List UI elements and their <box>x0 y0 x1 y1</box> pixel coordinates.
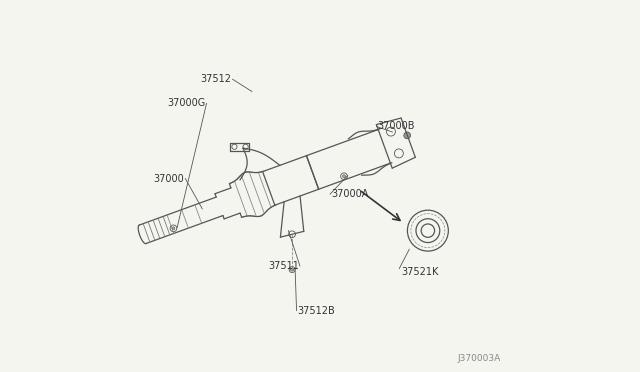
Text: 37511: 37511 <box>268 261 299 271</box>
Text: 37000A: 37000A <box>331 189 369 199</box>
Circle shape <box>172 227 175 230</box>
Circle shape <box>291 268 294 271</box>
Text: 37000G: 37000G <box>167 99 205 108</box>
Circle shape <box>342 175 346 178</box>
Text: J370003A: J370003A <box>457 354 500 363</box>
Text: 37512B: 37512B <box>298 306 335 315</box>
Circle shape <box>404 132 410 139</box>
Text: 37000: 37000 <box>154 174 184 183</box>
Text: 37512: 37512 <box>200 74 232 84</box>
Text: 37000B: 37000B <box>378 122 415 131</box>
Text: 37521K: 37521K <box>401 267 438 277</box>
